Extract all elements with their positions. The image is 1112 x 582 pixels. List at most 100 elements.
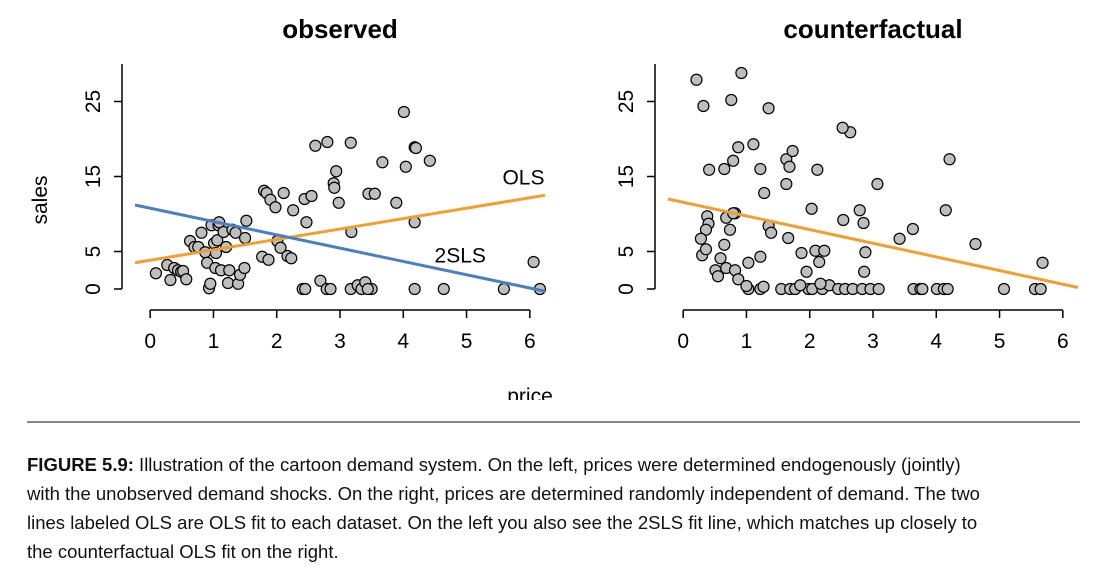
x-tick-label: 4: [397, 330, 409, 353]
point: [754, 162, 767, 176]
point: [299, 282, 312, 296]
point: [805, 202, 818, 215]
point: [1034, 282, 1047, 296]
x-tick-label: 5: [994, 330, 1006, 353]
point: [906, 222, 919, 236]
point: [758, 186, 771, 200]
point: [997, 282, 1011, 296]
point: [699, 223, 713, 236]
point: [837, 213, 850, 227]
y-tick-label: 5: [82, 246, 105, 258]
caption-label: FIGURE 5.9:: [27, 454, 134, 475]
point: [742, 256, 755, 269]
point: [735, 66, 748, 80]
point: [794, 279, 807, 292]
point: [408, 282, 421, 296]
point: [164, 273, 177, 287]
point: [782, 231, 795, 245]
point: [330, 165, 343, 178]
point: [916, 282, 929, 296]
point: [718, 238, 731, 251]
caption: FIGURE 5.9: Illustration of the cartoon …: [27, 450, 980, 566]
y-tick-label: 0: [82, 283, 105, 295]
point: [399, 160, 412, 173]
point: [813, 255, 826, 269]
caption-line: with the unobserved demand shocks. On th…: [27, 483, 980, 504]
point: [943, 153, 956, 166]
point: [437, 282, 450, 296]
point: [277, 186, 290, 200]
y-tick-label: 0: [615, 283, 638, 295]
point: [211, 234, 224, 247]
point: [893, 232, 906, 245]
point: [732, 141, 745, 154]
point: [309, 139, 322, 152]
x-tick-label: 3: [867, 330, 879, 353]
point: [321, 135, 334, 149]
point: [390, 196, 403, 209]
point: [332, 196, 345, 209]
point: [814, 277, 827, 290]
point: [703, 163, 716, 176]
caption-line: the counterfactual OLS fit on the right.: [27, 541, 339, 562]
point: [762, 102, 775, 115]
caption-text: Illustration of the cartoon demand syste…: [133, 454, 961, 475]
chart-title: observed: [282, 14, 398, 44]
point: [269, 201, 282, 214]
chart-title: counterfactual: [783, 14, 962, 44]
point: [941, 282, 954, 296]
point: [180, 273, 193, 286]
point: [853, 204, 866, 217]
point: [697, 99, 710, 113]
line-label: OLS: [502, 166, 544, 189]
fit-line: [134, 193, 546, 265]
point: [285, 252, 298, 265]
point: [800, 265, 813, 278]
point: [714, 252, 727, 265]
caption-line: lines labeled OLS are OLS fit to each da…: [27, 512, 978, 533]
point: [314, 274, 327, 287]
point: [1036, 256, 1049, 269]
point: [780, 177, 793, 191]
point: [690, 73, 703, 86]
point: [221, 276, 235, 290]
point: [344, 136, 357, 149]
point: [783, 160, 796, 173]
point: [305, 189, 318, 203]
y-tick-label: 25: [615, 90, 638, 113]
point: [857, 216, 870, 230]
y-tick-label: 5: [615, 246, 638, 258]
x-tick-label: 0: [677, 330, 689, 353]
point: [527, 255, 540, 269]
y-tick-label: 15: [615, 165, 638, 188]
y-tick-label: 25: [82, 90, 105, 113]
point: [423, 154, 436, 167]
point: [811, 163, 824, 176]
point: [262, 253, 275, 266]
point: [859, 246, 872, 259]
point: [725, 93, 738, 107]
x-tick-label: 3: [334, 330, 346, 353]
point: [149, 267, 162, 280]
point: [939, 204, 952, 217]
point: [324, 282, 337, 296]
point: [238, 261, 251, 275]
point: [497, 282, 510, 296]
point: [274, 241, 287, 254]
point: [732, 273, 745, 286]
point: [694, 232, 708, 245]
caption-line: FIGURE 5.9: Illustration of the cartoon …: [27, 450, 980, 479]
point: [300, 216, 313, 229]
point: [757, 280, 770, 293]
point: [818, 244, 831, 257]
x-tick-label: 0: [144, 330, 156, 353]
point: [747, 138, 760, 151]
point: [328, 181, 341, 194]
x-axis-label: price: [507, 385, 553, 400]
y-tick-label: 15: [82, 165, 105, 188]
point: [740, 279, 753, 293]
point: [376, 156, 389, 169]
fit-line: [667, 197, 1079, 289]
